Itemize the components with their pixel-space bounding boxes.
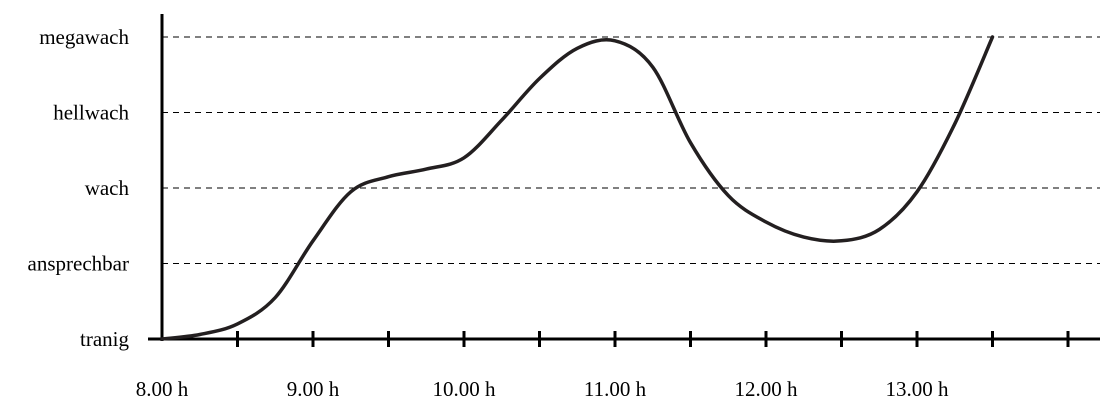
x-tick-label: 8.00 h <box>136 377 189 401</box>
x-tick-label: 10.00 h <box>433 377 497 401</box>
x-tick-label: 11.00 h <box>584 377 647 401</box>
y-tick-label-hellwach: hellwach <box>53 101 129 125</box>
y-tick-label-ansprechbar: ansprechbar <box>28 252 129 276</box>
x-tick-label: 13.00 h <box>886 377 950 401</box>
grid-lines <box>162 36 1100 264</box>
series-line-0 <box>160 35 995 341</box>
axes <box>148 14 1100 341</box>
series <box>160 35 995 341</box>
y-tick-label-tranig: tranig <box>80 327 129 351</box>
x-tick-marks <box>236 331 1070 347</box>
x-tick-label: 9.00 h <box>287 377 340 401</box>
y-tick-label-wach: wach <box>85 176 130 200</box>
x-tick-labels: 8.00 h 9.00 h 10.00 h 11.00 h 12.00 h 13.00 h <box>136 377 949 401</box>
x-tick-label: 12.00 h <box>735 377 799 401</box>
y-tick-label-megawach: megawach <box>39 25 129 49</box>
y-tick-labels: tranig ansprechbar wach hellwach megawach <box>28 25 130 351</box>
